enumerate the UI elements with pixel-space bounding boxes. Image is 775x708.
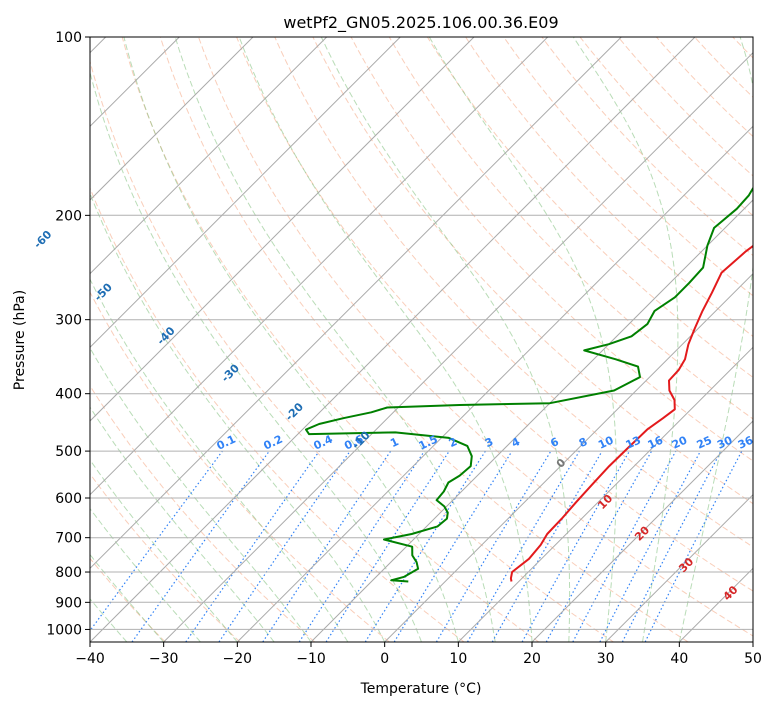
mixing-ratio-line	[393, 450, 513, 642]
mixing-ratio-line	[572, 450, 677, 642]
x-tick-label: 10	[449, 651, 467, 667]
moist-adiabat	[90, 507, 201, 642]
mixing-ratio-label: 30	[715, 433, 735, 451]
moist-adiabat	[572, 37, 679, 642]
moist-adiabat	[90, 278, 349, 642]
moist-adiabat	[90, 347, 312, 642]
y-tick-label: 700	[55, 531, 82, 547]
chart-title: wetPf2_GN05.2025.106.00.36.E09	[283, 13, 558, 33]
mixing-ratio-line	[185, 450, 320, 642]
mixing-ratio-line	[262, 450, 392, 642]
isotherm	[236, 125, 753, 642]
mixing-ratio-line	[521, 450, 631, 642]
dry-adiabat	[465, 37, 753, 338]
x-tick-label: −40	[75, 651, 105, 667]
isotherm	[90, 37, 401, 349]
dry-adiabat	[90, 59, 540, 642]
moist-adiabat	[238, 37, 533, 642]
dry-adiabat	[90, 472, 241, 642]
moist-adiabat	[90, 406, 275, 642]
isotherm	[384, 272, 753, 642]
x-tick-label: 50	[744, 651, 762, 667]
moist-adiabat	[90, 192, 386, 642]
y-tick-label: 900	[55, 595, 82, 611]
mixing-ratio-line	[644, 450, 743, 642]
y-tick-label: 800	[55, 565, 82, 581]
dry-adiabat-label: -60	[31, 228, 54, 251]
isotherm	[90, 37, 622, 570]
x-axis-title: Temperature (°C)	[360, 681, 482, 697]
y-tick-label: 300	[55, 313, 82, 329]
dry-adiabat	[121, 37, 614, 642]
mixing-ratio-label: 10	[596, 433, 616, 451]
x-tick-label: −30	[149, 651, 179, 667]
moist-adiabat	[320, 37, 571, 642]
mixing-ratio-label: 36	[736, 433, 756, 451]
x-tick-label: 40	[670, 651, 688, 667]
profiles	[305, 186, 753, 583]
dewpoint-line	[305, 186, 753, 583]
mixing-ratio-label: 20	[670, 433, 690, 451]
isotherm	[90, 37, 696, 642]
moist-adiabat	[678, 37, 753, 642]
dry-adiabat	[90, 557, 166, 642]
dry-adiabat	[388, 37, 753, 420]
moist-adiabat	[90, 553, 165, 642]
isotherm	[531, 420, 753, 642]
y-tick-label: 500	[55, 444, 82, 460]
mixing-ratio-line	[90, 450, 223, 632]
background-lines	[90, 37, 775, 642]
y-axis-title: Pressure (hPa)	[12, 290, 28, 390]
y-axis: 1000 900 800 700 600 500 400 300 200 100	[46, 30, 90, 638]
plot-background	[90, 37, 753, 642]
isotherm	[605, 493, 753, 642]
dry-adiabat	[90, 384, 316, 642]
moist-adiabat	[123, 37, 459, 642]
dry-adiabat	[350, 37, 753, 462]
temperature-line	[509, 244, 753, 582]
isotherm	[90, 37, 475, 422]
mixing-ratio-label: 25	[695, 434, 714, 452]
x-axis: −40 −30 −20 −10 0 10 20 30 40 50	[75, 642, 762, 667]
isotherm	[163, 51, 753, 642]
dry-adiabat	[159, 37, 689, 642]
x-tick-label: 20	[523, 651, 541, 667]
mixing-ratio-line	[325, 450, 450, 642]
dry-adiabat	[771, 37, 775, 642]
dry-adiabat	[236, 37, 753, 592]
dry-adiabat	[503, 37, 753, 297]
mixing-ratio-label: 13	[624, 434, 643, 452]
dry-adiabat	[90, 291, 390, 642]
isotherm	[90, 37, 254, 201]
y-tick-label: 100	[55, 30, 82, 46]
mixing-ratio-line	[218, 450, 351, 642]
mixing-ratio-line	[298, 450, 425, 642]
moist-adiabat	[90, 70, 422, 642]
plot-frame	[89, 36, 754, 643]
x-tick-label: 30	[597, 651, 615, 667]
gridlines	[90, 37, 753, 642]
isotherm	[310, 199, 753, 642]
moist-adiabat	[90, 598, 128, 642]
x-tick-label: −10	[296, 651, 326, 667]
y-tick-label: 1000	[46, 622, 82, 638]
y-tick-label: 400	[55, 387, 82, 403]
dry-adiabat	[90, 186, 465, 642]
dry-adiabat	[312, 37, 753, 505]
isotherm	[90, 37, 328, 275]
isotherm	[752, 641, 753, 642]
isotherm	[90, 37, 549, 496]
moist-adiabat	[428, 37, 617, 642]
x-tick-label: −20	[223, 651, 253, 667]
mixing-ratio-line	[131, 450, 270, 642]
mixing-ratio-line	[545, 450, 653, 642]
moist-adiabat	[90, 459, 238, 642]
isotherm	[457, 346, 753, 642]
x-tick-label: 0	[380, 651, 389, 667]
y-tick-label: 200	[55, 208, 82, 224]
mixing-ratio-label: 16	[646, 433, 666, 451]
y-tick-label: 600	[55, 491, 82, 507]
